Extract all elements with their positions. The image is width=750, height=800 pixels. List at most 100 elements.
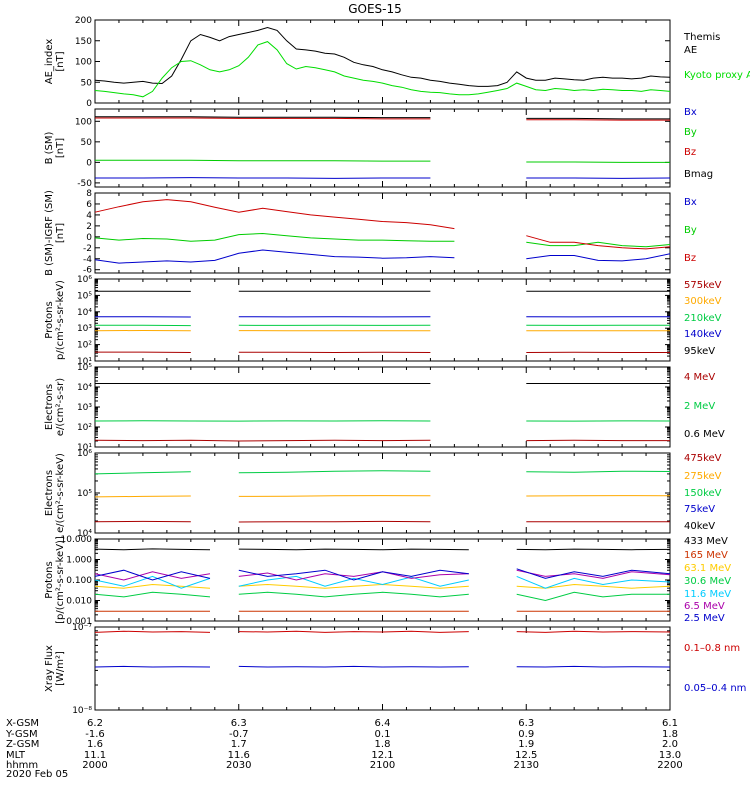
series-line-electrons_kev-1	[94, 495, 671, 498]
legend-entry: 475keV	[684, 453, 722, 464]
panel-xray: 10⁻⁸ 10⁻⁷ Xray Flux [W/m²] 0.1–0.8 nm 0.05–0.…	[44, 623, 746, 716]
y-tick-label: 8	[86, 189, 92, 199]
y-tick-label: -6	[83, 266, 92, 276]
y-tick-label: 10⁵	[77, 363, 92, 373]
y-axis-label: Xray Flux	[44, 645, 55, 692]
y-tick-label: 10¹	[77, 443, 92, 453]
series-line-bigrf-2	[94, 199, 671, 250]
y-tick-label: -50	[77, 179, 92, 189]
legend-entry: Themis AE	[683, 32, 720, 56]
legend-entry: 140keV	[684, 329, 722, 340]
series-line-electrons_kev-2	[94, 470, 671, 475]
y-tick-label: 10⁻⁷	[72, 623, 92, 633]
y-tick-label: 10⁶	[77, 449, 92, 459]
legend-entry: 2 MeV	[684, 401, 715, 412]
y-axis-label: [nT]	[55, 223, 66, 243]
row-value: 1.8	[375, 739, 391, 750]
y-axis-label: Protons	[44, 561, 55, 598]
series-line-ae-1	[94, 41, 671, 98]
series-line-xray-0	[94, 630, 671, 633]
legend-entry: 75keV	[684, 504, 715, 515]
y-tick-label: 10²	[77, 341, 92, 351]
series-line-bsm-2	[95, 117, 670, 121]
y-axis-label: Electrons	[44, 470, 55, 516]
row-value: 2200	[657, 760, 682, 771]
row-value: 1.6	[87, 739, 103, 750]
series-line-electrons_mev-0	[94, 439, 670, 442]
row-value: -1.6	[85, 729, 105, 740]
series-line-protons_mev-2	[94, 583, 671, 589]
legend-entry: 2.5 MeV	[684, 613, 725, 624]
y-axis-label: B (SM)-IGRF (SM)	[44, 190, 55, 276]
y-tick-label: 0.100	[66, 576, 92, 586]
legend-entry: 40keV	[684, 521, 715, 532]
y-tick-label: 10¹	[77, 357, 92, 367]
series-line-bsm-1	[95, 159, 670, 163]
legend-entry: 0.6 MeV	[684, 429, 725, 440]
row-value: 2130	[514, 760, 539, 771]
legend-entry: 6.5 MeV	[684, 601, 725, 612]
series-line-protons_mev-0	[94, 548, 671, 551]
y-axis-label: [nT]	[55, 138, 66, 158]
legend-entry: 30.6 MeV	[684, 576, 731, 587]
y-tick-label: 10⁶	[77, 275, 92, 285]
legend-entry: 433 MeV	[684, 536, 728, 547]
y-tick-label: -2	[83, 244, 92, 254]
panel-electrons_kev: 10⁴ 10⁵ 10⁶ Electrons e/(cm²-s-sr-keV) 475keV…	[44, 449, 722, 539]
legend-entry: By	[684, 225, 697, 236]
y-axis-label: p/(cm²-s-sr-keV)	[55, 280, 66, 360]
series-line-electrons_kev-0	[94, 520, 670, 523]
series-line-bsm-3	[95, 116, 670, 120]
legend-entry: 575keV	[684, 280, 722, 291]
legend-entry: 275keV	[684, 471, 722, 482]
y-tick-label: 6	[86, 200, 92, 210]
y-tick-label: 2	[86, 222, 92, 232]
y-tick-label: -4	[83, 255, 92, 265]
y-axis-label: B (SM)	[44, 131, 55, 164]
row-value: 6.3	[518, 718, 534, 729]
y-axis-label: Electrons	[44, 384, 55, 430]
row-value: 12.5	[515, 750, 537, 761]
panel-frame	[94, 108, 671, 188]
series-line-protons_mev-6	[94, 568, 671, 581]
panel-protons_mev: 0.001 0.010 0.100 1.000 10.000 Protons [p/(cm²…	[44, 535, 731, 627]
y-axis-label: Protons	[44, 301, 55, 338]
panel-frame	[94, 192, 671, 274]
row-value: 2.0	[662, 739, 678, 750]
legend-entry: Bx	[684, 107, 697, 118]
y-axis-label: e/(cm²-s-sr)	[55, 378, 66, 436]
series-line-bigrf-1	[94, 232, 671, 248]
panel-protons_kev: 10¹ 10² 10³ 10⁴ 10⁵ 10⁶ Protons p/(cm²-s-sr-keV…	[44, 275, 722, 367]
series-line-ae-0	[94, 26, 671, 87]
row-value: 0.9	[518, 729, 534, 740]
row-value: 13.0	[659, 750, 681, 761]
legend-entry: 165 MeV	[684, 550, 728, 561]
y-axis-label: [W/m²]	[55, 651, 66, 686]
y-tick-label: 10.000	[61, 535, 93, 545]
figure-title: GOES-15	[348, 2, 402, 16]
y-tick-label: 0	[86, 158, 92, 168]
row-value: 6.3	[231, 718, 247, 729]
y-tick-label: 10⁵	[77, 489, 92, 499]
row-value: 1.8	[662, 729, 678, 740]
y-tick-label: 10³	[77, 324, 92, 334]
row-value: 6.1	[662, 718, 678, 729]
legend-entry: 63.1 MeV	[684, 563, 731, 574]
legend-entry: Bz	[684, 147, 696, 158]
y-axis-label: [p/(cm²-s-sr-keV)]	[55, 536, 66, 624]
y-tick-label: 10⁴	[77, 529, 92, 539]
y-tick-label: 0	[86, 99, 92, 109]
row-value: 2100	[370, 760, 395, 771]
row-label: hhmm	[6, 760, 38, 771]
x-axis-table: X-GSM 6.2 6.3 6.4 6.3 6.1Y-GSM -1.6 -0.7 0.1 0.9 1…	[5, 718, 683, 771]
series-line-bigrf-0	[94, 249, 671, 264]
y-tick-label: 10³	[77, 403, 92, 413]
panel-bsm: -50 0 50 100 B (SM) [nT] Bx By Bz Bmag	[44, 107, 713, 189]
series-line-bsm-0	[95, 177, 671, 179]
y-axis-label: [nT]	[55, 51, 66, 71]
legend-entry: 4 MeV	[684, 372, 715, 383]
y-tick-label: 50	[81, 78, 93, 88]
y-tick-label: 4	[86, 211, 92, 221]
